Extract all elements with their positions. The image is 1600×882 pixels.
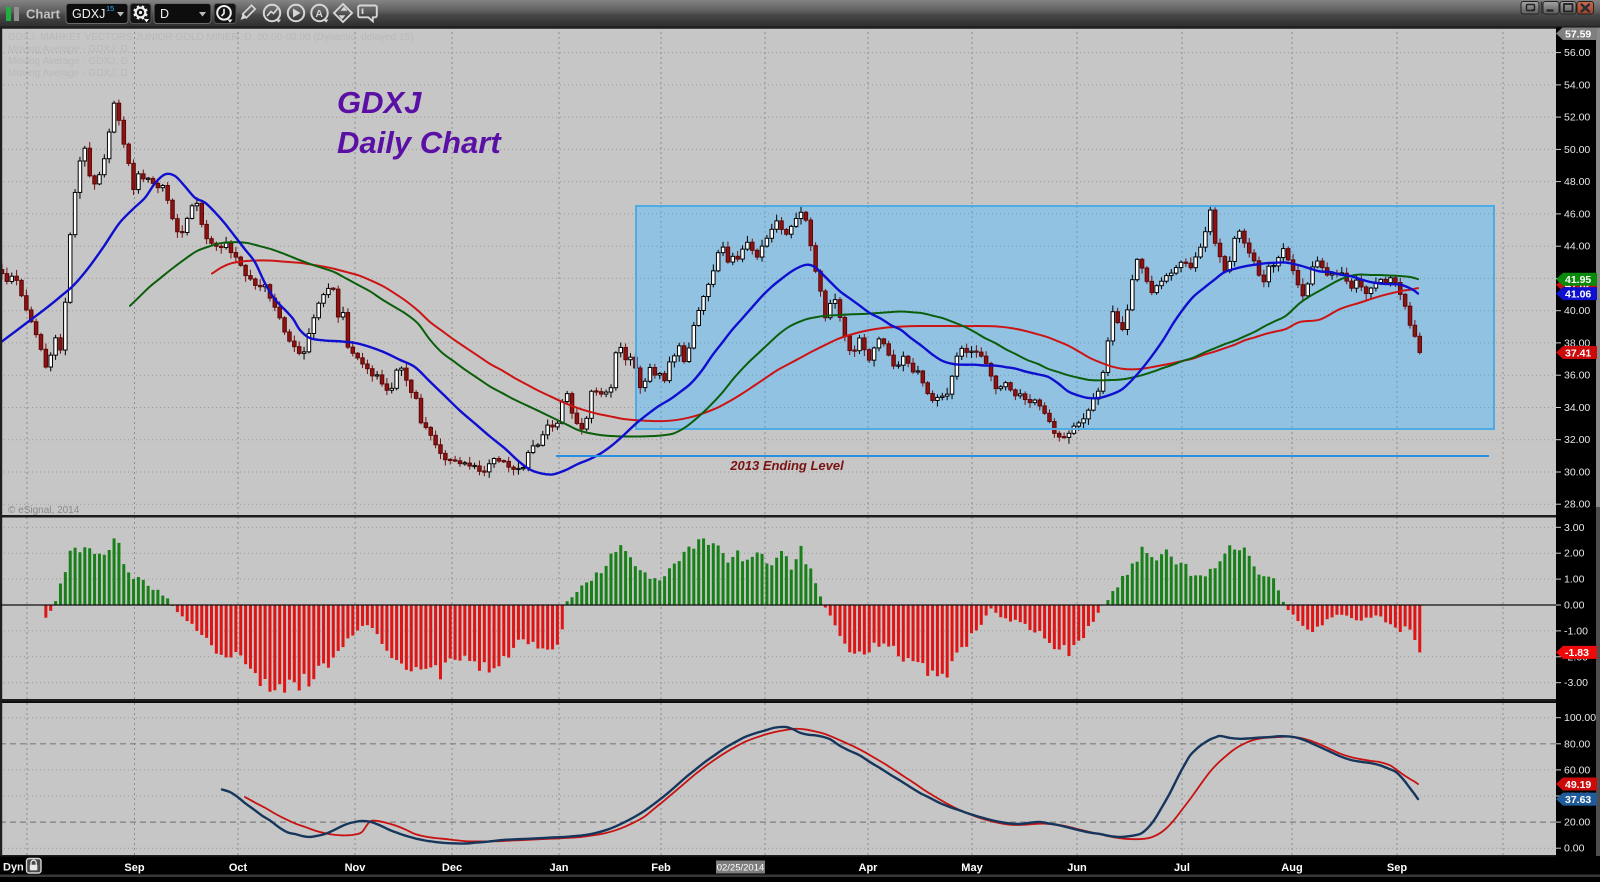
- svg-text:2013 Ending Level: 2013 Ending Level: [729, 458, 844, 473]
- svg-text:Chart: Chart: [26, 7, 61, 22]
- svg-text:Jul: Jul: [1174, 862, 1190, 874]
- svg-text:56.00: 56.00: [1564, 47, 1590, 59]
- svg-text:44.00: 44.00: [1564, 241, 1590, 253]
- svg-text:1.00: 1.00: [1564, 574, 1585, 586]
- svg-text:57.59: 57.59: [1565, 28, 1591, 40]
- svg-text:© eSignal, 2014: © eSignal, 2014: [8, 505, 80, 516]
- svg-text:15: 15: [106, 4, 114, 13]
- svg-text:D: D: [160, 7, 169, 21]
- svg-text:37.63: 37.63: [1565, 794, 1591, 806]
- svg-text:Daily Chart: Daily Chart: [337, 125, 502, 160]
- svg-text:0.00: 0.00: [1564, 600, 1585, 612]
- svg-text:-1.00: -1.00: [1564, 625, 1588, 637]
- svg-text:GDXJ: GDXJ: [337, 85, 422, 120]
- svg-text:Feb: Feb: [651, 862, 671, 874]
- svg-text:34.00: 34.00: [1564, 402, 1590, 414]
- svg-text:Nov: Nov: [345, 862, 367, 874]
- svg-text:Jun: Jun: [1067, 862, 1087, 874]
- svg-text:30.00: 30.00: [1564, 467, 1590, 479]
- svg-text:54.00: 54.00: [1564, 79, 1590, 91]
- svg-text:-1.83: -1.83: [1565, 647, 1589, 659]
- svg-text:Sep: Sep: [1387, 862, 1407, 874]
- svg-text:41.06: 41.06: [1565, 288, 1591, 300]
- svg-text:Oct: Oct: [229, 862, 248, 874]
- svg-text:48.00: 48.00: [1564, 176, 1590, 188]
- svg-text:50.00: 50.00: [1564, 144, 1590, 156]
- svg-text:Moving Average - GDXJ, D: Moving Average - GDXJ, D: [8, 68, 128, 79]
- svg-text:3.00: 3.00: [1564, 522, 1585, 534]
- svg-text:0.00: 0.00: [1564, 843, 1585, 855]
- svg-text:GDXJ, MARKET VECTORS JUNIOR GO: GDXJ, MARKET VECTORS JUNIOR GOLD MINER, …: [8, 32, 413, 43]
- svg-text:Aug: Aug: [1281, 862, 1302, 874]
- svg-text:100.00: 100.00: [1564, 712, 1596, 724]
- svg-text:Dyn: Dyn: [3, 862, 24, 874]
- svg-text:Apr: Apr: [859, 862, 879, 874]
- svg-text:Sep: Sep: [124, 862, 144, 874]
- svg-text:A: A: [315, 8, 323, 20]
- svg-text:80.00: 80.00: [1564, 738, 1590, 750]
- svg-text:Dec: Dec: [442, 862, 462, 874]
- svg-text:Jan: Jan: [550, 862, 569, 874]
- svg-text:41.95: 41.95: [1565, 274, 1591, 286]
- svg-text:52.00: 52.00: [1564, 112, 1590, 124]
- svg-text:Moving Average - GDXJ, D: Moving Average - GDXJ, D: [8, 44, 128, 55]
- svg-text:2.00: 2.00: [1564, 548, 1585, 560]
- svg-text:Moving Average - GDXJ, D: Moving Average - GDXJ, D: [8, 56, 128, 67]
- svg-text:GDXJ: GDXJ: [72, 7, 105, 21]
- svg-text:May: May: [961, 862, 983, 874]
- svg-text:20.00: 20.00: [1564, 817, 1590, 829]
- svg-text:-3.00: -3.00: [1564, 677, 1588, 689]
- svg-text:49.19: 49.19: [1565, 779, 1591, 791]
- svg-text:32.00: 32.00: [1564, 434, 1590, 446]
- svg-text:60.00: 60.00: [1564, 764, 1590, 776]
- svg-text:37.41: 37.41: [1565, 347, 1591, 359]
- svg-text:36.00: 36.00: [1564, 370, 1590, 382]
- svg-text:28.00: 28.00: [1564, 499, 1590, 511]
- svg-text:46.00: 46.00: [1564, 208, 1590, 220]
- svg-text:40.00: 40.00: [1564, 305, 1590, 317]
- svg-text:02/25/2014: 02/25/2014: [717, 863, 765, 874]
